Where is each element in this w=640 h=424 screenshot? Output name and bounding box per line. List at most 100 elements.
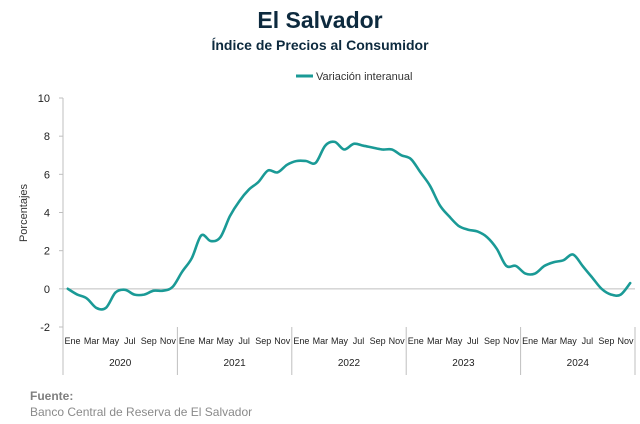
data-point	[553, 261, 556, 264]
x-tick-label: Nov	[389, 336, 406, 346]
x-tick-label: Mar	[84, 336, 100, 346]
x-tick-label: Nov	[274, 336, 291, 346]
data-point	[543, 265, 546, 268]
data-point	[610, 293, 613, 296]
data-point	[372, 146, 375, 149]
x-tick-label: Nov	[617, 336, 634, 346]
x-tick-label: Sep	[141, 336, 157, 346]
data-point	[400, 154, 403, 157]
x-tick-label: Mar	[541, 336, 557, 346]
data-point	[143, 293, 146, 296]
data-point	[362, 144, 365, 147]
source-text: Banco Central de Reserva de El Salvador	[30, 405, 253, 419]
data-point	[200, 234, 203, 237]
data-point	[515, 265, 518, 268]
x-tick-label: Jul	[353, 336, 365, 346]
data-point	[210, 240, 213, 243]
data-point	[267, 169, 270, 172]
data-point	[133, 293, 136, 296]
y-tick-label: 8	[44, 131, 50, 143]
x-tick-label: Ene	[522, 336, 538, 346]
x-tick-label: May	[560, 336, 578, 346]
x-tick-label: May	[217, 336, 235, 346]
source-heading: Fuente:	[30, 389, 74, 403]
data-point	[124, 289, 127, 292]
x-tick-label: Ene	[293, 336, 309, 346]
data-point	[162, 289, 165, 292]
x-tick-label: Jul	[238, 336, 250, 346]
x-tick-label: Sep	[370, 336, 386, 346]
data-point	[286, 164, 289, 167]
data-point	[467, 228, 470, 231]
x-tick-label: Mar	[313, 336, 329, 346]
data-point	[572, 253, 575, 256]
data-point	[353, 143, 356, 146]
x-tick-label: Ene	[408, 336, 424, 346]
legend-label: Variación interanual	[316, 71, 412, 83]
x-tick-label: May	[445, 336, 463, 346]
year-label: 2023	[452, 358, 475, 369]
year-label: 2021	[223, 358, 246, 369]
data-point	[276, 171, 279, 174]
data-point	[381, 148, 384, 151]
data-point	[457, 225, 460, 228]
y-axis-label: Porcentajes	[18, 183, 30, 242]
data-point	[229, 215, 232, 218]
data-point	[562, 259, 565, 262]
x-tick-label: Jul	[124, 336, 136, 346]
data-point	[524, 272, 527, 275]
x-tick-label: Mar	[427, 336, 443, 346]
series-line-0	[66, 140, 632, 311]
year-label: 2022	[338, 358, 361, 369]
data-point	[333, 141, 336, 144]
data-point	[486, 236, 489, 239]
data-point	[505, 265, 508, 268]
data-point	[438, 204, 441, 207]
data-point	[410, 158, 413, 161]
x-tick-label: Nov	[503, 336, 520, 346]
x-tick-label: Sep	[255, 336, 271, 346]
data-point	[600, 288, 603, 291]
y-tick-label: 2	[44, 246, 50, 258]
year-label: 2020	[109, 358, 132, 369]
x-tick-label: Jul	[582, 336, 594, 346]
year-label: 2024	[567, 358, 590, 369]
y-ticks: 10 8 6 4 2 0 -2	[38, 93, 63, 334]
data-point	[238, 200, 241, 203]
data-point	[324, 144, 327, 147]
x-tick-label: Sep	[484, 336, 500, 346]
x-tick-label: Jul	[467, 336, 479, 346]
x-tick-label: Nov	[160, 336, 177, 346]
data-point	[86, 297, 89, 300]
data-point	[105, 307, 108, 310]
data-point	[114, 291, 117, 294]
series	[66, 140, 632, 311]
x-tick-label: Ene	[179, 336, 195, 346]
data-point	[305, 160, 308, 163]
y-tick-label: 4	[44, 208, 50, 220]
data-point	[67, 288, 70, 291]
x-tick-label: Sep	[598, 336, 614, 346]
data-point	[171, 286, 174, 289]
data-point	[429, 185, 432, 188]
data-point	[314, 162, 317, 165]
data-point	[181, 270, 184, 273]
data-point	[343, 148, 346, 151]
y-tick-label: 0	[44, 284, 50, 296]
y-tick-label: 6	[44, 169, 50, 181]
data-point	[591, 276, 594, 279]
data-point	[152, 289, 155, 292]
data-point	[257, 181, 260, 184]
data-point	[76, 293, 79, 296]
x-tick-label: May	[102, 336, 120, 346]
data-point	[295, 160, 298, 163]
x-tick-label: Mar	[198, 336, 214, 346]
data-point	[391, 148, 394, 151]
data-point	[629, 282, 632, 285]
data-point	[219, 236, 222, 239]
chart-title: El Salvador	[257, 7, 382, 33]
x-tick-label: Ene	[65, 336, 81, 346]
data-point	[476, 230, 479, 233]
